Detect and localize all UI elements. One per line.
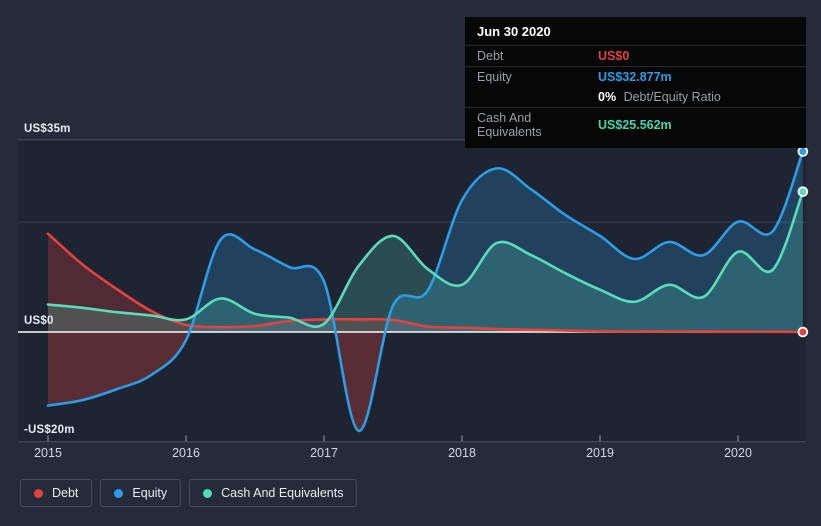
x-axis-label-2016: 2016	[172, 446, 200, 460]
endpoint-dot-debt[interactable]	[797, 326, 809, 338]
series-area-negative-equity	[48, 332, 803, 431]
x-axis-label-2019: 2019	[586, 446, 614, 460]
tooltip-equity-label: Equity	[477, 70, 512, 84]
endpoint-dot-cash-and-equivalents[interactable]	[797, 186, 809, 197]
tooltip-debt-label: Debt	[477, 49, 504, 63]
series-line-equity	[46, 150, 805, 433]
series-line-cash-and-equivalents	[46, 190, 805, 329]
tooltip-row-ratio: 0% Debt/Equity Ratio	[465, 87, 806, 107]
legend-debt-label: Debt	[52, 486, 79, 500]
plot-background	[18, 140, 806, 442]
y-axis-label-neg20m: -US$20m	[24, 424, 75, 436]
legend-chip-debt[interactable]: Debt	[20, 479, 93, 507]
chart-plot-area[interactable]	[0, 0, 821, 470]
x-axis-label-2015: 2015	[34, 446, 62, 460]
x-axis-label-2020: 2020	[724, 446, 752, 460]
tooltip-row-cash: Cash And Equivalents US$25.562m	[465, 107, 806, 142]
x-axis-label-2017: 2017	[310, 446, 338, 460]
debt-legend-dot-icon	[34, 488, 43, 498]
y-axis-label-35m: US$35m	[24, 123, 71, 135]
y-axis-label-0: US$0	[24, 315, 54, 327]
tooltip-ratio-percent: 0%	[598, 90, 617, 104]
tooltip-debt-value: US$0	[598, 49, 630, 63]
series-line-debt	[46, 232, 805, 334]
tooltip-date: Jun 30 2020	[477, 24, 551, 39]
tooltip-cash-label: Cash And Equivalents	[477, 111, 542, 139]
tooltip-cash-value: US$25.562m	[598, 118, 672, 132]
cash-legend-dot-icon	[203, 488, 213, 498]
endpoint-dot-equity[interactable]	[797, 146, 809, 157]
equity-legend-dot-icon	[114, 488, 124, 498]
tooltip-ratio-text: Debt/Equity Ratio	[623, 90, 721, 104]
legend-equity-label: Equity	[132, 486, 168, 500]
legend-chip-cash[interactable]: Cash And Equivalents	[189, 479, 358, 507]
legend-cash-label: Cash And Equivalents	[221, 486, 344, 500]
series-area-debt	[48, 233, 803, 332]
tooltip-row-debt: Debt US$0	[465, 45, 806, 66]
tooltip-equity-value: US$32.877m	[598, 70, 672, 84]
chart-legend: Debt Equity Cash And Equivalents	[20, 479, 358, 507]
x-axis-label-2018: 2018	[448, 446, 476, 460]
series-area-equity	[48, 151, 803, 332]
tooltip-row-equity: Equity US$32.877m	[465, 66, 806, 87]
chart-tooltip: Jun 30 2020 Debt US$0 Equity US$32.877m …	[465, 17, 806, 148]
legend-chip-equity[interactable]: Equity	[100, 479, 182, 507]
